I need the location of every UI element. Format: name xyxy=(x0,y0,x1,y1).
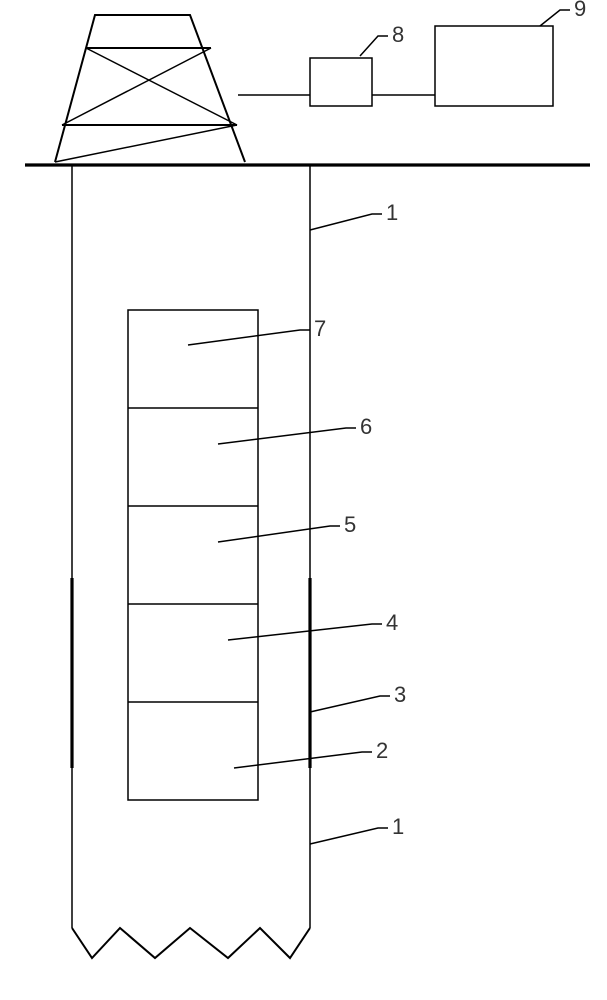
leader-line xyxy=(218,428,356,444)
callout-label: 9 xyxy=(574,0,586,21)
callout-label: 3 xyxy=(394,682,406,707)
leader-line xyxy=(310,828,388,844)
leader-line xyxy=(360,36,388,56)
callout-label: 5 xyxy=(344,512,356,537)
callout-label: 1 xyxy=(386,200,398,225)
callout-label: 6 xyxy=(360,414,372,439)
leader-line xyxy=(540,10,570,26)
surface-unit-9 xyxy=(435,26,553,106)
leader-line xyxy=(310,214,382,230)
drill-bit xyxy=(72,928,310,958)
callout-label: 4 xyxy=(386,610,398,635)
leader-line xyxy=(188,330,310,345)
leader-line xyxy=(218,526,340,542)
callout-label: 8 xyxy=(392,22,404,47)
downhole-tool xyxy=(128,310,258,800)
callout-label: 2 xyxy=(376,738,388,763)
derrick xyxy=(55,15,245,162)
callout-label: 7 xyxy=(314,316,326,341)
leader-line xyxy=(234,752,372,768)
callout-label: 1 xyxy=(392,814,404,839)
surface-unit-8 xyxy=(310,58,372,106)
leader-line xyxy=(228,624,382,640)
borehole-schematic: 8 9 1 7 6 5 4 3 2 1 xyxy=(0,0,607,1000)
leader-line xyxy=(310,696,390,712)
